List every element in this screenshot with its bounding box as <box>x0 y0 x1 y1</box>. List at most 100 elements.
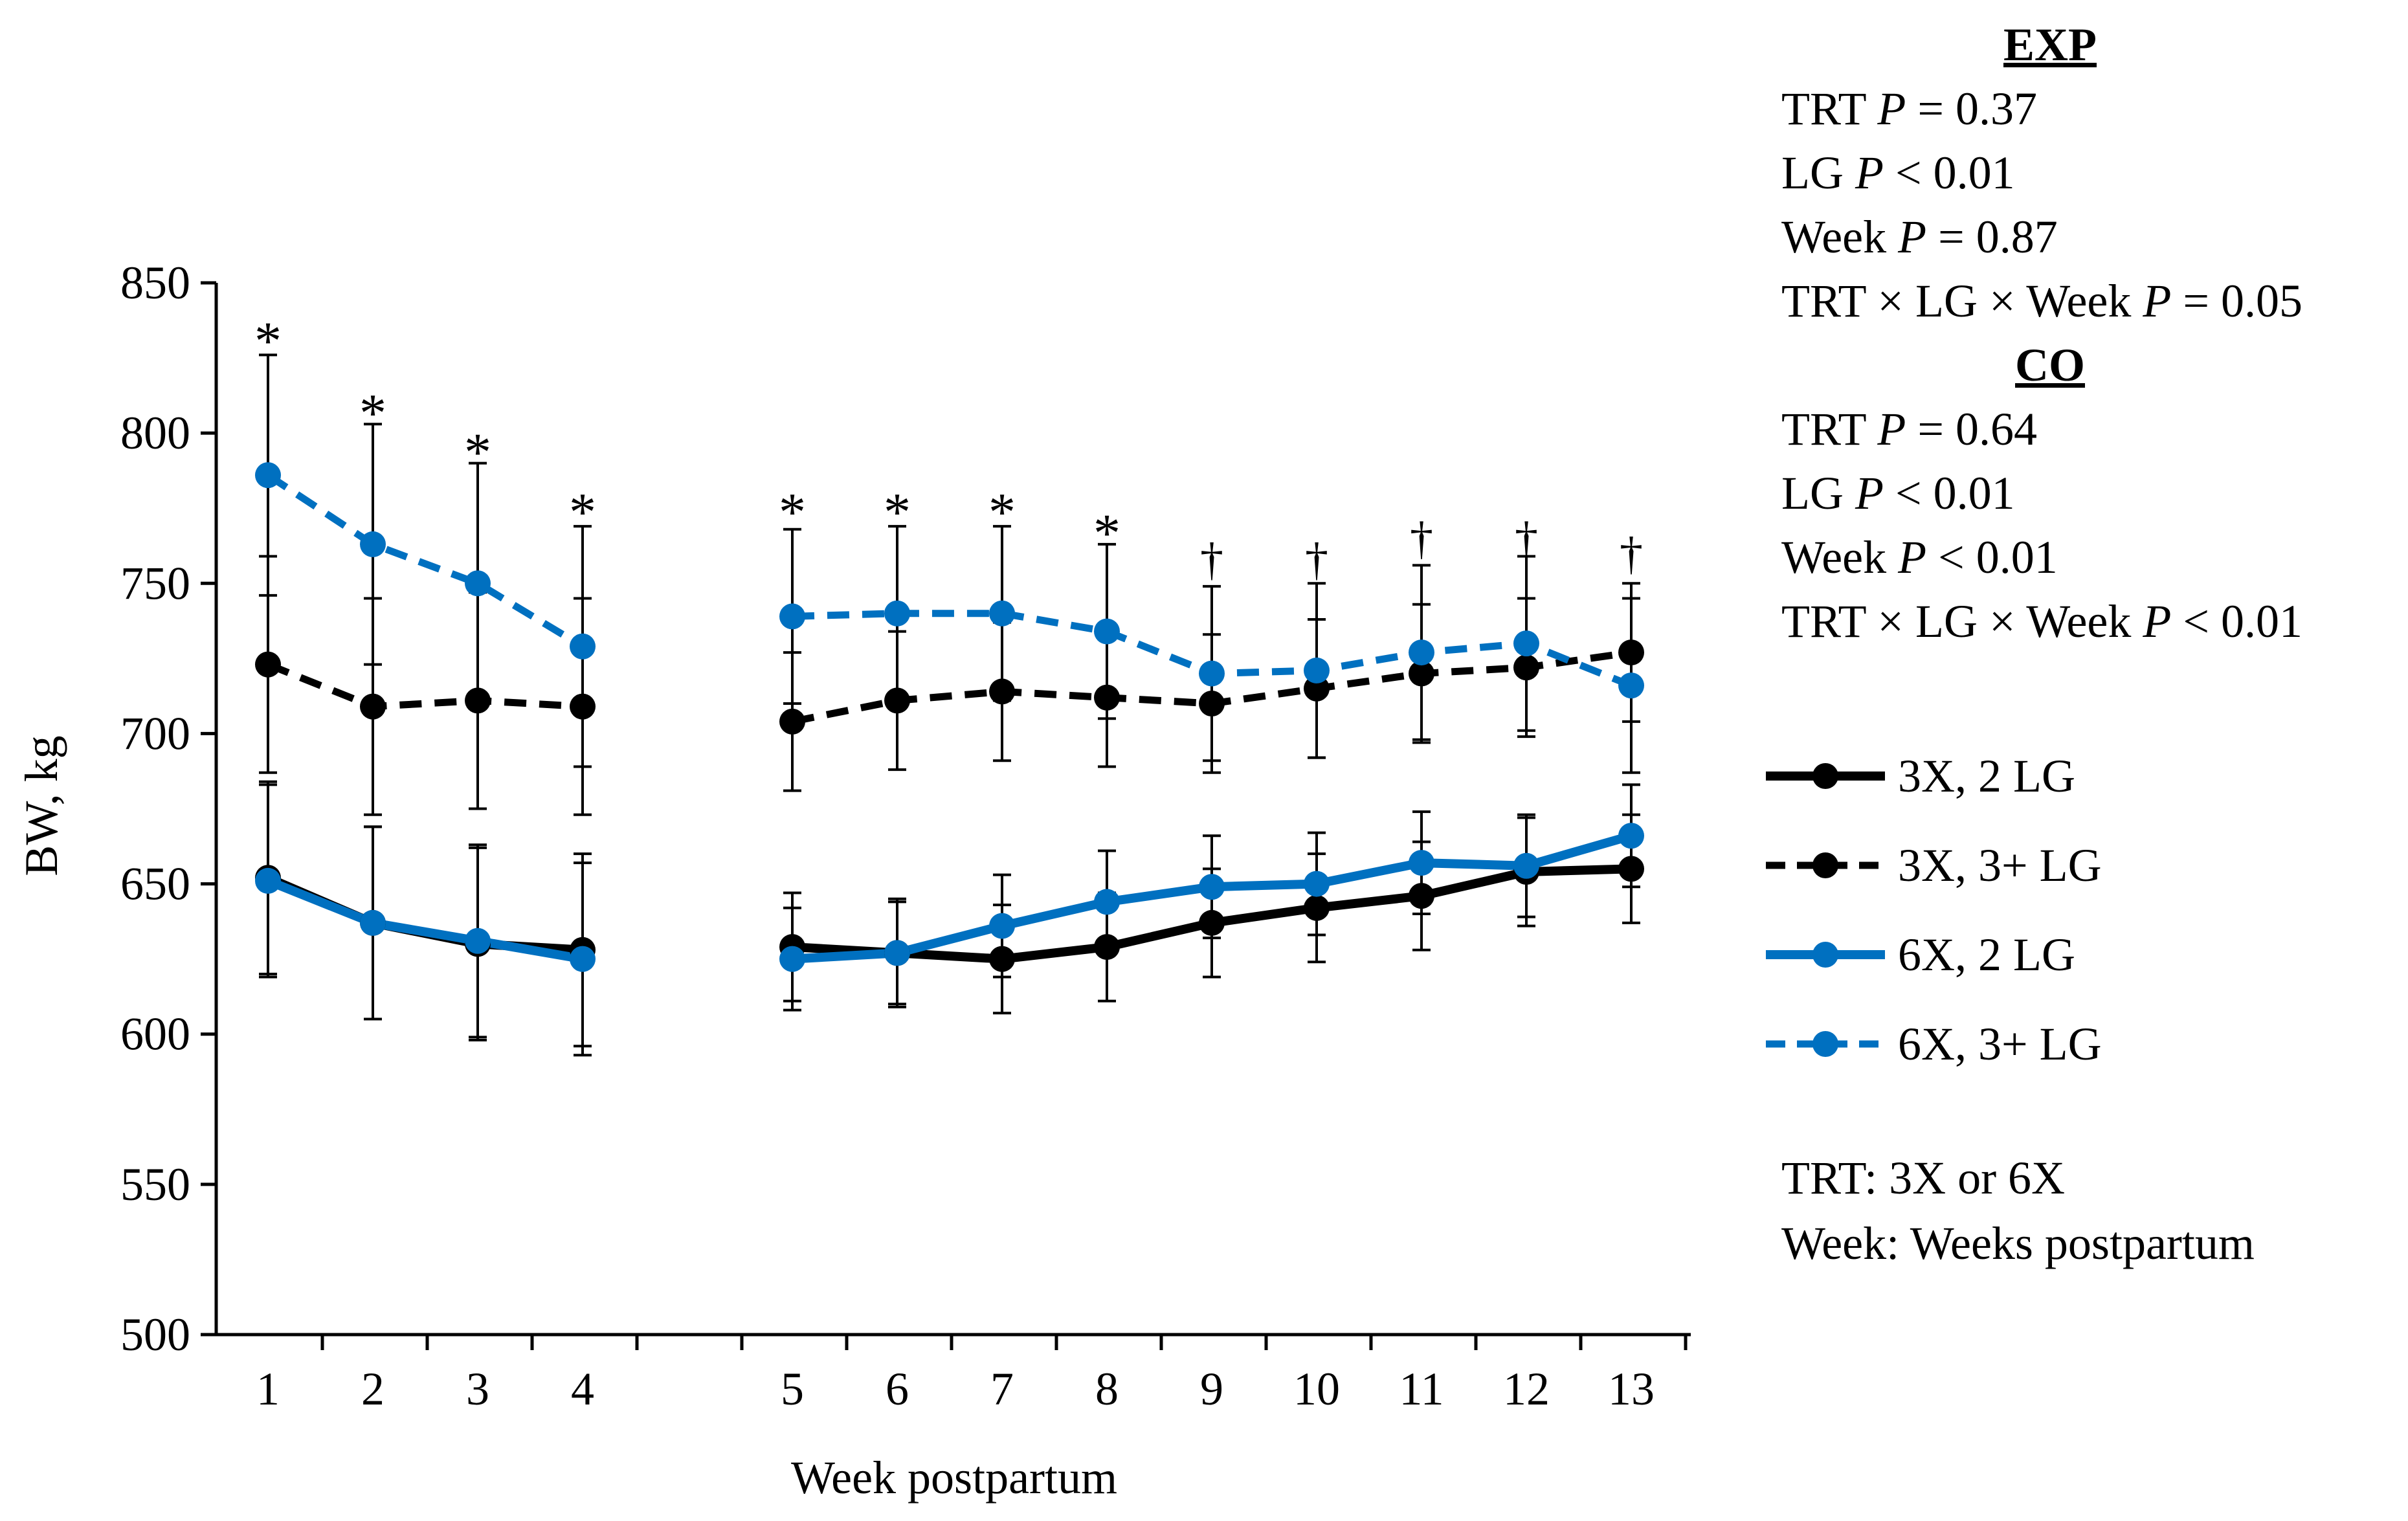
legend-item-6x-2lg: 6X, 2 LG <box>1761 910 2102 999</box>
legend-label: 6X, 2 LG <box>1898 928 2075 981</box>
data-point <box>465 927 491 954</box>
data-point <box>779 603 805 630</box>
x-tick-label: 7 <box>990 1363 1014 1415</box>
x-tick-label: 2 <box>361 1363 385 1415</box>
y-tick-label: 750 <box>120 557 190 609</box>
x-tick-label: 13 <box>1608 1363 1655 1415</box>
significance-mark: * <box>359 383 386 443</box>
significance-mark: * <box>1093 504 1120 564</box>
data-point <box>1304 871 1330 897</box>
data-point <box>570 693 596 720</box>
data-point <box>1199 909 1225 936</box>
x-tick-label: 11 <box>1399 1363 1444 1415</box>
note-trt: TRT: 3X or 6X <box>1781 1152 2066 1204</box>
data-point <box>570 633 596 660</box>
exp-stat-row: TRT × LG × Week P = 0.05 <box>1781 275 2302 327</box>
y-tick-label: 500 <box>120 1309 190 1360</box>
co-stat-row: TRT × LG × Week P < 0.01 <box>1781 595 2302 647</box>
co-stat-row: Week P < 0.01 <box>1781 531 2058 583</box>
legend: 3X, 2 LG 3X, 3+ LG 6X, 2 LG 6X, 3+ LG <box>1761 731 2102 1089</box>
y-axis-label: BW, kg <box>16 735 67 876</box>
data-point <box>1618 639 1644 666</box>
note-week: Week: Weeks postpartum <box>1781 1217 2255 1269</box>
data-point <box>989 946 1015 972</box>
significance-mark: † <box>1620 527 1643 579</box>
y-tick-label: 550 <box>120 1159 190 1210</box>
data-point <box>779 708 805 735</box>
data-point <box>1094 618 1120 645</box>
legend-swatch <box>1766 942 1885 968</box>
legend-item-6x-3lg: 6X, 3+ LG <box>1761 999 2102 1089</box>
data-point <box>884 687 910 714</box>
legend-label: 3X, 3+ LG <box>1898 839 2102 891</box>
data-point <box>1199 874 1225 900</box>
co-header: CO <box>2015 339 2085 391</box>
data-point <box>1513 654 1539 681</box>
co-stat-row: LG P < 0.01 <box>1781 467 2015 519</box>
significance-mark: † <box>1305 533 1328 585</box>
exp-stat-row: LG P < 0.01 <box>1781 147 2015 199</box>
legend-item-3x-2lg: 3X, 2 LG <box>1761 731 2102 821</box>
data-point <box>1618 823 1644 849</box>
data-point <box>360 909 386 936</box>
data-point <box>570 946 596 972</box>
x-tick-label: 8 <box>1095 1363 1119 1415</box>
significance-mark: † <box>1410 513 1433 564</box>
data-point <box>1094 889 1120 915</box>
data-point <box>1618 672 1644 699</box>
data-point <box>360 693 386 720</box>
data-point <box>1409 639 1434 666</box>
significance-mark: * <box>464 422 491 482</box>
legend-swatch <box>1766 763 1885 789</box>
y-tick-label: 650 <box>120 858 190 910</box>
data-point <box>884 940 910 966</box>
data-points <box>255 462 1644 972</box>
legend-swatch <box>1766 852 1885 878</box>
significance-mark: * <box>884 482 911 542</box>
significance-mark: * <box>988 482 1016 542</box>
data-point <box>360 531 386 557</box>
x-tick-label: 10 <box>1293 1363 1340 1415</box>
y-tick-label: 850 <box>120 257 190 309</box>
legend-label: 3X, 2 LG <box>1898 749 2075 802</box>
exp-stat-row: Week P = 0.87 <box>1781 211 2058 263</box>
y-tick-label: 600 <box>120 1008 190 1060</box>
significance-mark: † <box>1515 513 1538 564</box>
data-point <box>1304 894 1330 921</box>
data-point <box>255 867 281 894</box>
y-tick-label: 800 <box>120 407 190 459</box>
series-line <box>266 661 583 711</box>
significance-marks: * * * * * * * * † † † † † <box>254 311 1643 586</box>
exp-stat-row: TRT P = 0.37 <box>1781 83 2037 135</box>
series-line <box>266 873 583 955</box>
data-point <box>1618 856 1644 882</box>
data-point <box>989 678 1015 705</box>
x-tick-label: 5 <box>781 1363 804 1415</box>
exp-header: EXP <box>2003 19 2097 71</box>
data-point <box>1094 934 1120 960</box>
series-line <box>265 472 585 650</box>
data-point <box>1304 657 1330 683</box>
x-tick-label: 6 <box>886 1363 909 1415</box>
data-point <box>884 600 910 627</box>
data-point <box>1199 691 1225 716</box>
significance-mark: † <box>1200 533 1223 585</box>
data-point <box>1094 684 1120 711</box>
data-point <box>989 913 1015 939</box>
x-axis-label: Week postpartum <box>791 1452 1117 1504</box>
significance-mark: * <box>779 482 806 542</box>
statistics-panel: EXP TRT P = 0.37 LG P < 0.01 Week P = 0.… <box>1781 13 2403 654</box>
notes: TRT: 3X or 6X Week: Weeks postpartum <box>1781 1146 2255 1276</box>
legend-swatch <box>1766 1031 1885 1057</box>
data-point <box>255 462 281 489</box>
data-point <box>1304 675 1330 702</box>
data-point <box>1199 660 1225 687</box>
legend-item-3x-3lg: 3X, 3+ LG <box>1761 821 2102 910</box>
x-tick-label: 4 <box>571 1363 594 1415</box>
data-point <box>1409 850 1434 876</box>
data-point <box>779 946 805 972</box>
significance-mark: * <box>569 482 596 542</box>
data-point <box>1409 660 1434 687</box>
